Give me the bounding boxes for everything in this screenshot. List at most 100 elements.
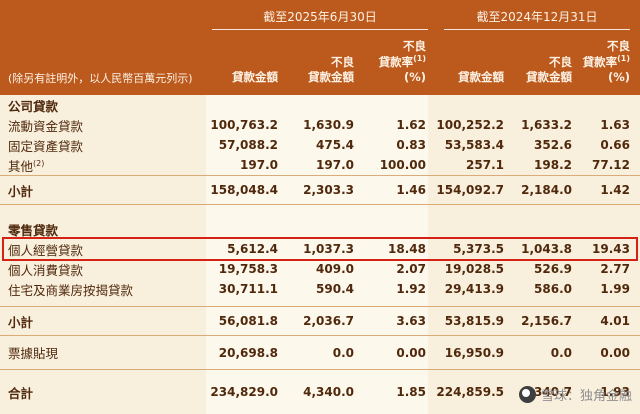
row-label: 票據貼現: [8, 346, 59, 361]
npl-ratio-2025: 2.07: [396, 262, 426, 276]
npl-amount-2024: 526.9: [534, 262, 572, 276]
npl-ratio-2024: 77.12: [592, 158, 630, 172]
npl-amount-2025: 4,340.0: [303, 385, 354, 399]
row-mortgage-loans: 住宅及商業房按揭貸款 30,711.1 590.4 1.92 29,413.9 …: [0, 279, 640, 299]
row-label: 其他(2): [8, 158, 45, 174]
row-label: 小計: [8, 314, 34, 330]
row-personal-business-loans: 個人經營貸款 5,612.4 1,037.3 18.48 5,373.5 1,0…: [0, 237, 640, 261]
col-header-loan-amount-2024: 貸款金額: [458, 70, 504, 85]
row-fixed-asset-loans: 固定資產貸款 57,088.2 475.4 0.83 53,583.4 352.…: [0, 135, 640, 155]
npl-amount-2025: 475.4: [316, 138, 354, 152]
npl-amount-2025: 2,303.3: [303, 183, 354, 197]
npl-amount-2024: 0.0: [550, 345, 572, 360]
row-bill-discounting: 票據貼現 20,698.8 0.0 0.00 16,950.9 0.0 0.00: [0, 336, 640, 370]
npl-ratio-2025: 0.00: [396, 345, 426, 360]
npl-ratio-2025: 0.83: [396, 138, 426, 152]
npl-amount-2024: 1,043.8: [521, 242, 572, 256]
npl-amount-2025: 1,630.9: [303, 118, 354, 132]
npl-ratio-2024: 0.66: [600, 138, 630, 152]
npl-ratio-2024: 19.43: [592, 242, 630, 256]
row-label: 住宅及商業房按揭貸款: [8, 282, 134, 298]
period-2025-column-band: [206, 95, 428, 414]
loan-amount-2025: 158,048.4: [210, 183, 278, 197]
npl-ratio-2025: 100.00: [379, 158, 426, 172]
npl-amount-2025: 1,037.3: [303, 242, 354, 256]
npl-ratio-2024: 1.42: [600, 183, 630, 197]
row-corporate-loans: 公司貸款: [0, 95, 640, 115]
loan-amount-2025: 234,829.0: [210, 385, 278, 399]
period-2025-header: 截至2025年6月30日: [212, 8, 428, 30]
npl-ratio-2024: 4.01: [600, 314, 630, 328]
col-header-npl-amount-2024: 不良 貸款金額: [526, 54, 572, 85]
loan-amount-2025: 56,081.8: [218, 314, 278, 328]
npl-amount-2025: 590.4: [316, 282, 354, 296]
row-label: 個人消費貸款: [8, 262, 84, 278]
npl-ratio-2025: 1.85: [396, 385, 426, 399]
npl-amount-2024: 2,156.7: [521, 314, 572, 328]
col-header-npl-ratio-2024: 不良 貸款率(1) (%): [582, 39, 630, 85]
loan-amount-2024: 224,859.5: [436, 385, 504, 399]
npl-amount-2024: 1,633.2: [521, 118, 572, 132]
period-header-row: 截至2025年6月30日 截至2024年12月31日: [0, 0, 640, 30]
npl-ratio-2025: 1.62: [396, 118, 426, 132]
row-label: 小計: [8, 183, 34, 199]
npl-amount-2024: 198.2: [534, 158, 572, 172]
col-header-npl-ratio-2025: 不良 貸款率(1) (%): [378, 39, 426, 85]
row-label: 零售貸款: [8, 222, 59, 238]
col-header-npl-amount-2025: 不良 貸款金額: [308, 54, 354, 85]
npl-ratio-2025: 1.46: [396, 183, 426, 197]
npl-ratio-2024: 1.93: [600, 385, 630, 399]
npl-amount-2024: 352.6: [534, 138, 572, 152]
loan-amount-2024: 5,373.5: [453, 242, 504, 256]
row-personal-consumption-loans: 個人消費貸款 19,758.3 409.0 2.07 19,028.5 526.…: [0, 259, 640, 279]
row-others: 其他(2) 197.0 197.0 100.00 257.1 198.2 77.…: [0, 155, 640, 175]
loan-amount-2024: 16,950.9: [444, 345, 504, 360]
row-corporate-subtotal: 小計 158,048.4 2,303.3 1.46 154,092.7 2,18…: [0, 175, 640, 205]
loan-amount-2025: 30,711.1: [218, 282, 278, 296]
npl-ratio-2024: 2.77: [600, 262, 630, 276]
loan-amount-2025: 20,698.8: [218, 345, 278, 360]
row-working-capital-loans: 流動資金貸款 100,763.2 1,630.9 1.62 100,252.2 …: [0, 115, 640, 135]
row-label: 合計: [8, 385, 34, 401]
npl-ratio-2025: 18.48: [388, 242, 426, 256]
watermark: 雪球：独角金融: [518, 385, 632, 404]
npl-ratio-2024: 0.00: [600, 345, 630, 360]
table-body: 公司貸款 流動資金貸款 100,763.2 1,630.9 1.62 100,2…: [0, 95, 640, 414]
watermark-text: 雪球：独角金融: [540, 389, 632, 404]
npl-ratio-2024: 1.63: [600, 118, 630, 132]
loan-amount-2025: 19,758.3: [218, 262, 278, 276]
npl-ratio-2025: 1.92: [396, 282, 426, 296]
loan-amount-2024: 19,028.5: [444, 262, 504, 276]
xueqiu-logo-icon: [518, 386, 536, 403]
row-retail-loans: 零售貸款: [0, 219, 640, 239]
loan-amount-2024: 257.1: [466, 158, 504, 172]
npl-ratio-2024: 1.99: [600, 282, 630, 296]
row-label: 公司貸款: [8, 98, 59, 114]
loan-amount-2025: 197.0: [240, 158, 278, 172]
loan-amount-2024: 29,413.9: [444, 282, 504, 296]
col-header-loan-amount-2025: 貸款金額: [232, 70, 278, 85]
column-header-row: (除另有註明外，以人民幣百萬元列示) 貸款金額 不良 貸款金額 不良 貸款率(1)(…: [0, 30, 640, 95]
npl-amount-2025: 409.0: [316, 262, 354, 276]
npl-amount-2025: 2,036.7: [303, 314, 354, 328]
loan-amount-2024: 154,092.7: [436, 183, 504, 197]
loan-amount-2024: 53,583.4: [444, 138, 504, 152]
loan-amount-2025: 100,763.2: [210, 118, 278, 132]
row-label: 固定資產貸款: [8, 138, 84, 154]
loan-amount-2025: 5,612.4: [227, 242, 278, 256]
row-label: 個人經營貸款: [8, 242, 84, 258]
npl-amount-2024: 2,184.0: [521, 183, 572, 197]
loan-amount-2025: 57,088.2: [218, 138, 278, 152]
table-header: 截至2025年6月30日 截至2024年12月31日 (除另有註明外，以人民幣百…: [0, 0, 640, 95]
footnote-2-marker: (2): [33, 158, 45, 168]
row-label: 流動資金貸款: [8, 118, 84, 134]
row-retail-subtotal: 小計 56,081.8 2,036.7 3.63 53,815.9 2,156.…: [0, 306, 640, 336]
period-2024-header: 截至2024年12月31日: [444, 8, 630, 30]
npl-amount-2024: 586.0: [534, 282, 572, 296]
npl-amount-2025: 197.0: [316, 158, 354, 172]
currency-note: (除另有註明外，以人民幣百萬元列示): [8, 72, 193, 85]
npl-ratio-2025: 3.63: [396, 314, 426, 328]
loan-amount-2024: 100,252.2: [436, 118, 504, 132]
npl-amount-2025: 0.0: [332, 345, 354, 360]
